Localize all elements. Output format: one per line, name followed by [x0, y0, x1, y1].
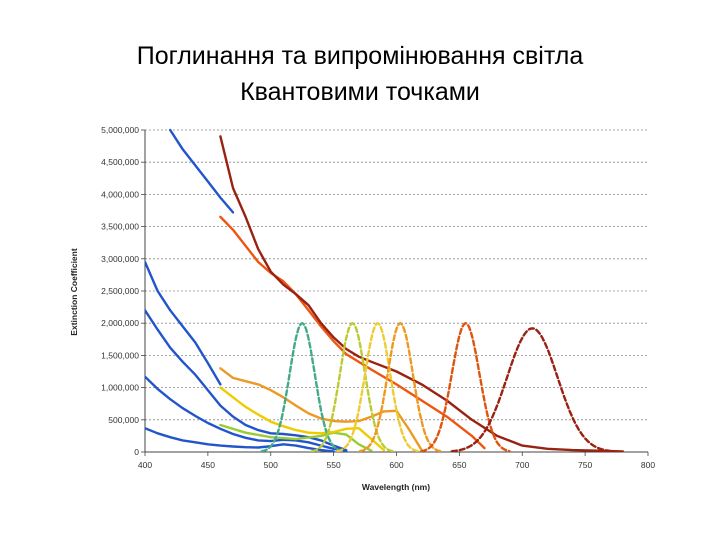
emission-curve-13	[358, 322, 442, 452]
absorption-curve-9	[219, 135, 624, 452]
slide-title-line-1: Поглинання та випромінювання світла	[136, 42, 584, 70]
y-tick-label: 1,500,000	[101, 350, 139, 360]
emission-curve-14	[420, 322, 511, 452]
absorption-curve-0	[145, 427, 335, 452]
x-tick-label: 450	[201, 460, 215, 470]
slide-title-line-2: Квантовими точками	[240, 78, 480, 106]
absorption-curve-4	[169, 128, 235, 214]
absorption-curve-1	[145, 375, 348, 452]
absorption-curve-5	[219, 423, 373, 452]
y-tick-label: 4,000,000	[101, 189, 139, 199]
grid-lines	[145, 129, 648, 421]
y-tick-label: 2,000,000	[101, 318, 139, 328]
y-tick-label: 1,000,000	[101, 383, 139, 393]
x-tick-label: 650	[452, 460, 466, 470]
y-tick-label: 4,500,000	[101, 157, 139, 167]
absorption-curve-2	[145, 309, 348, 452]
tick-labels: 0 500,000 1,000,000 1,500,000 2,000,000 2,500…	[101, 125, 655, 470]
series-layer	[145, 128, 624, 452]
x-tick-label: 750	[578, 460, 592, 470]
y-tick-label: 3,000,000	[101, 254, 139, 264]
y-tick-label: 500,000	[108, 415, 139, 425]
absorption-curve-3	[145, 260, 222, 386]
emission-curve-15	[450, 327, 614, 452]
y-axis-title: Extinction Coefficient	[69, 248, 79, 336]
y-tick-label: 5,000,000	[101, 125, 139, 135]
x-tick-label: 400	[138, 460, 152, 470]
x-tick-label: 500	[264, 460, 278, 470]
emission-curve-11	[311, 322, 394, 452]
absorption-curve-8	[219, 215, 486, 450]
absorption-curve-7	[219, 367, 423, 452]
x-tick-label: 700	[515, 460, 529, 470]
emission-curve-10	[260, 322, 344, 452]
x-tick-label: 600	[389, 460, 403, 470]
slide-title: Поглинання та випромінювання світла Кван…	[0, 38, 720, 110]
absorption-curve-6	[219, 386, 386, 452]
axes	[141, 129, 649, 456]
y-tick-label: 0	[134, 447, 139, 457]
x-tick-label: 550	[327, 460, 341, 470]
x-axis-title: Wavelength (nm)	[362, 482, 430, 492]
y-tick-label: 2,500,000	[101, 286, 139, 296]
y-tick-label: 3,500,000	[101, 222, 139, 232]
emission-curve-12	[336, 322, 420, 452]
x-tick-label: 800	[641, 460, 655, 470]
